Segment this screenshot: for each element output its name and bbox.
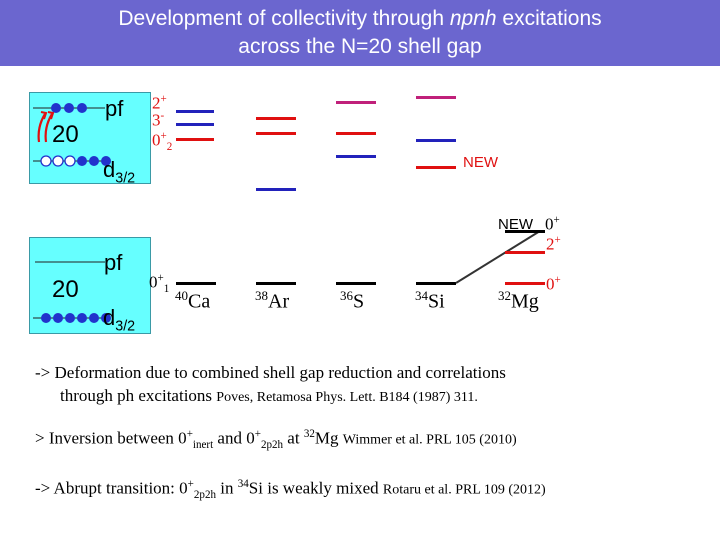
level-si-0plus2 — [416, 166, 456, 169]
mg-label-0plus-excited: 0+ — [545, 214, 560, 234]
shell-diagram-top — [33, 103, 111, 167]
particle-icon — [89, 313, 99, 323]
nucleus-ca: 40Ca — [175, 288, 211, 313]
particle-icon — [89, 156, 99, 166]
level-label-0plus1: 0+1 — [149, 272, 170, 296]
level-s-upper — [336, 101, 376, 104]
note-inversion: > Inversion between 0+inert and 0+2p2h a… — [35, 428, 517, 452]
new-label-lower: NEW — [498, 216, 533, 233]
level-s-2plus — [336, 155, 376, 158]
nucleus-ar: 38Ar — [255, 288, 290, 313]
level-ar-2plus — [256, 188, 296, 191]
particle-icon — [51, 103, 61, 113]
particle-icon — [41, 313, 51, 323]
shell-diagram-bottom — [33, 261, 111, 323]
level-ar-0plus — [256, 132, 296, 135]
title-line-1: Development of collectivity through npnh… — [118, 7, 602, 30]
shell-top-d-label: d3/2 — [103, 157, 136, 187]
ground-si — [416, 282, 456, 285]
hole-icon — [40, 155, 52, 167]
hole-icon — [52, 155, 64, 167]
particle-icon — [77, 156, 87, 166]
ground-mg — [505, 282, 545, 285]
particle-icon — [77, 103, 87, 113]
level-ca-0plus2 — [176, 138, 214, 141]
note-inversion-ref: Wimmer et al. PRL 105 (2010) — [342, 432, 517, 448]
particle-icon — [64, 103, 74, 113]
excitation-arrow-icon — [37, 113, 46, 143]
level-label-2plus: 2+ — [152, 93, 167, 113]
mg-label-0plus-ground: 0+ — [546, 274, 561, 294]
ground-ca — [176, 282, 216, 285]
shell-box-top — [29, 92, 151, 184]
nucleus-s: 36S — [340, 288, 365, 313]
note-abrupt-ref: Rotaru et al. PRL 109 (2012) — [382, 482, 546, 498]
excitation-arrow-icon — [44, 113, 53, 143]
level-ca-3minus — [176, 123, 214, 126]
level-mg-0plus-excited — [505, 230, 545, 233]
level-mg-2plus — [505, 251, 545, 254]
shell-bottom-d-label: d3/2 — [103, 305, 136, 335]
nucleus-si: 34Si — [415, 288, 445, 313]
particle-icon — [101, 313, 111, 323]
shell-bottom-gap-number: 20 — [52, 276, 79, 303]
level-s-0plus — [336, 132, 376, 135]
shell-top-pf-label: pf — [105, 96, 124, 121]
new-label-upper: NEW — [463, 154, 498, 171]
title-banner: Development of collectivity through npnh… — [0, 0, 720, 66]
note-deformation-ref: Poves, Retamosa Phys. Lett. B184 (1987) … — [216, 390, 478, 405]
level-si-2plus — [416, 139, 456, 142]
title-line-2: across the N=20 shell gap — [238, 35, 482, 58]
note-deformation-line1: -> Deformation due to combined shell gap… — [35, 363, 506, 382]
level-label-0plus2: 0+2 — [152, 130, 173, 154]
particle-icon — [53, 313, 63, 323]
particle-icon — [77, 313, 87, 323]
ground-ar — [256, 282, 296, 285]
hole-icon — [64, 155, 76, 167]
shell-bottom-pf-label: pf — [104, 250, 123, 275]
note-deformation-line2: through ph excitations Poves, Retamosa P… — [60, 386, 478, 405]
level-ar-upper — [256, 117, 296, 120]
level-label-3minus: 3- — [152, 110, 165, 130]
shell-top-gap-number: 20 — [52, 121, 79, 148]
level-si-upper — [416, 96, 456, 99]
note-abrupt-transition: -> Abrupt transition: 0+2p2h in 34Si is … — [35, 478, 546, 502]
particle-icon — [101, 156, 111, 166]
mg-label-2plus: 2+ — [546, 234, 561, 254]
ground-s — [336, 282, 376, 285]
level-ca-2plus — [176, 110, 214, 113]
nucleus-mg: 32Mg — [498, 288, 539, 313]
particle-icon — [65, 313, 75, 323]
